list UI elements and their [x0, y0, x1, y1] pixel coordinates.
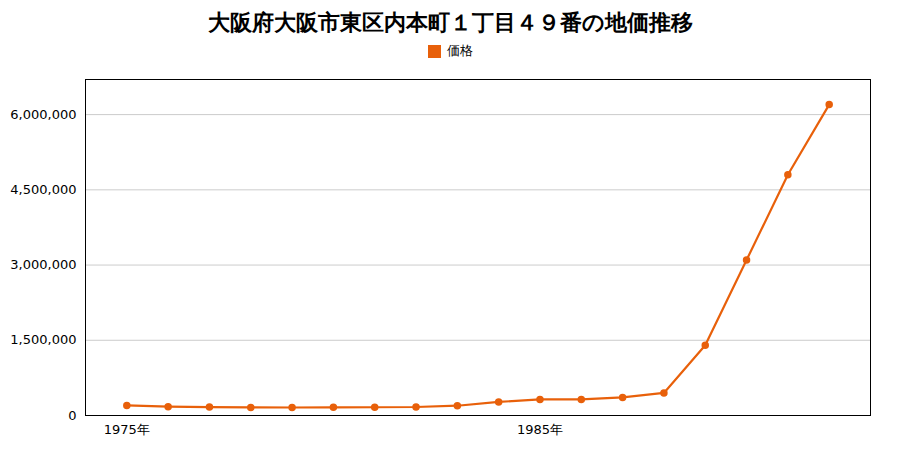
svg-text:1975年: 1975年	[104, 422, 150, 437]
svg-text:3,000,000: 3,000,000	[10, 257, 76, 272]
svg-text:6,000,000: 6,000,000	[10, 107, 76, 122]
svg-text:1985年: 1985年	[517, 422, 563, 437]
html-text:価格: 価格	[446, 43, 473, 58]
svg-text:0: 0	[68, 408, 76, 423]
html-text:大阪府大阪市東区内本町１丁目４９番の地価推移: 大阪府大阪市東区内本町１丁目４９番の地価推移	[207, 10, 693, 35]
svg-text:1,500,000: 1,500,000	[10, 332, 76, 347]
svg-text:4,500,000: 4,500,000	[10, 182, 76, 197]
